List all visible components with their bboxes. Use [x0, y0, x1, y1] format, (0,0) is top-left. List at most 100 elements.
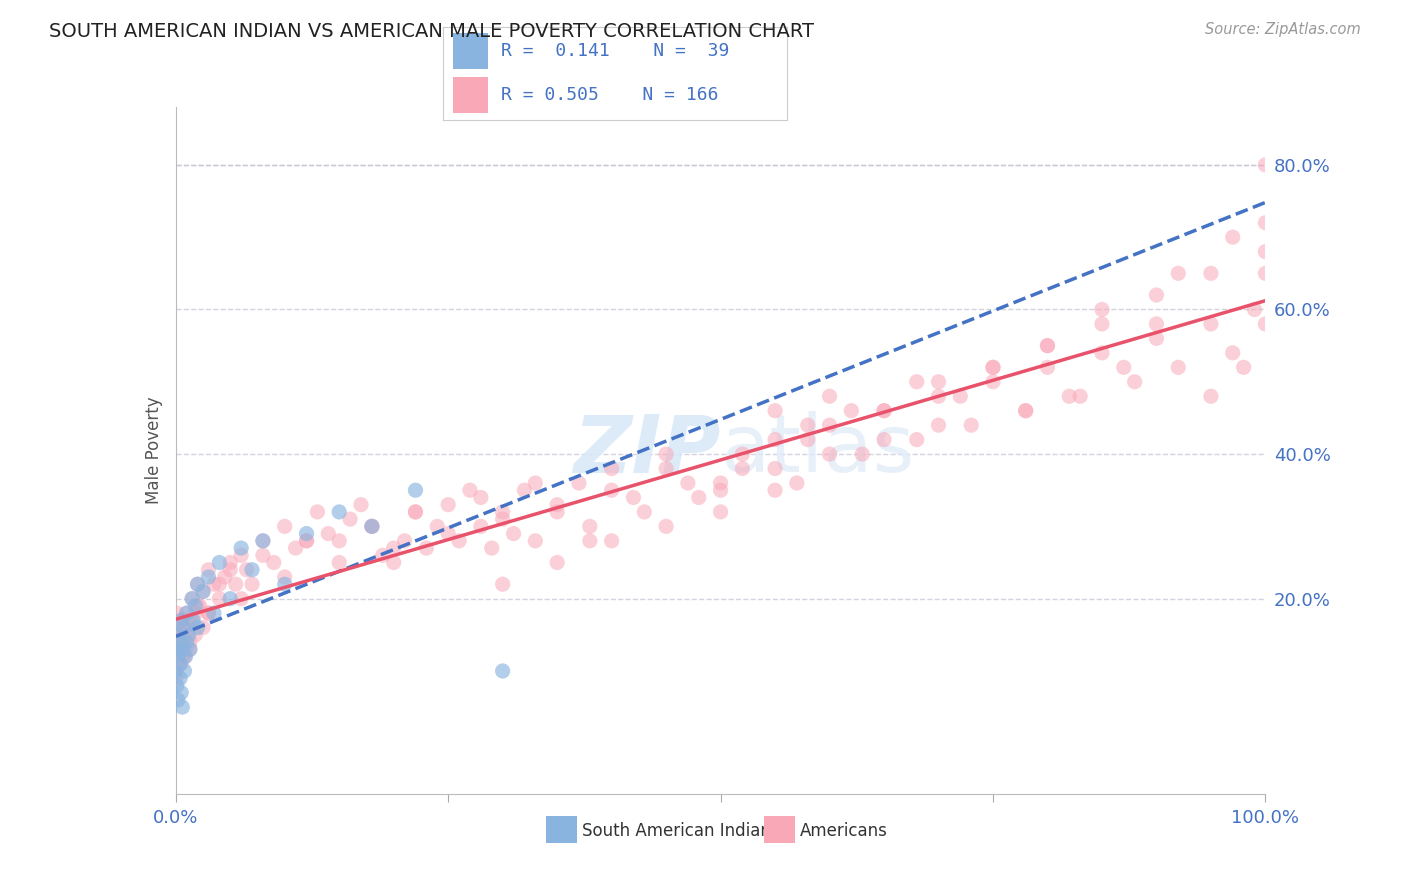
Point [600, 483, 623, 498]
Point [350, 498, 373, 512]
Point [339, 512, 361, 526]
Point [1069, 389, 1091, 403]
Text: South American Indians: South American Indians [582, 822, 780, 840]
Point [172, 642, 194, 657]
Point [481, 541, 503, 555]
Point [191, 584, 214, 599]
Point [731, 447, 754, 461]
Point [1144, 331, 1167, 345]
Point [263, 556, 285, 570]
Point [1254, 216, 1277, 230]
Bar [453, 78, 488, 113]
Point [252, 549, 274, 563]
Point [600, 461, 623, 475]
Point [1254, 244, 1277, 259]
Point [202, 606, 225, 620]
Point [818, 418, 841, 433]
Y-axis label: Male Poverty: Male Poverty [145, 397, 163, 504]
Point [949, 389, 972, 403]
Point [1167, 266, 1189, 280]
Point [274, 570, 297, 584]
Point [851, 447, 873, 461]
Point [1254, 317, 1277, 331]
Point [169, 671, 191, 685]
Point [568, 475, 591, 490]
Point [214, 570, 236, 584]
Point [1091, 317, 1114, 331]
Point [818, 389, 841, 403]
Point [191, 584, 214, 599]
Point [328, 556, 350, 570]
Point [167, 649, 190, 664]
Point [295, 533, 318, 548]
Point [173, 621, 195, 635]
Point [981, 360, 1004, 375]
Point [818, 447, 841, 461]
Point [179, 642, 201, 657]
Point [546, 556, 568, 570]
Point [177, 628, 200, 642]
Point [274, 577, 297, 591]
Point [360, 519, 382, 533]
Point [1167, 360, 1189, 375]
Point [960, 418, 983, 433]
Point [172, 649, 194, 664]
Point [1057, 389, 1080, 403]
Point [179, 635, 201, 649]
Point [176, 635, 198, 649]
Point [167, 649, 190, 664]
Point [186, 621, 209, 635]
Point [172, 635, 194, 649]
Point [197, 563, 219, 577]
Text: R = 0.505    N = 166: R = 0.505 N = 166 [502, 87, 718, 104]
Point [1199, 389, 1222, 403]
Point [181, 591, 204, 606]
Point [184, 628, 207, 642]
Point [905, 375, 928, 389]
Point [284, 541, 307, 555]
Point [458, 483, 481, 498]
Point [184, 606, 207, 620]
Point [981, 375, 1004, 389]
Point [167, 628, 190, 642]
Point [177, 613, 200, 627]
Point [184, 599, 207, 613]
Text: ZIP: ZIP [574, 411, 721, 490]
Point [176, 621, 198, 635]
Point [1091, 346, 1114, 360]
Point [1199, 266, 1222, 280]
Point [165, 664, 187, 678]
Point [426, 519, 449, 533]
Point [763, 433, 786, 447]
Point [546, 505, 568, 519]
Point [197, 570, 219, 584]
Point [492, 505, 515, 519]
Point [165, 621, 187, 635]
Point [166, 678, 188, 692]
Point [796, 433, 818, 447]
Point [502, 526, 524, 541]
Point [172, 700, 194, 714]
Point [621, 491, 644, 505]
Point [173, 664, 195, 678]
Point [1036, 360, 1059, 375]
Point [655, 447, 678, 461]
Point [181, 591, 204, 606]
Point [165, 671, 187, 685]
Point [186, 599, 209, 613]
Point [173, 649, 195, 664]
Point [172, 635, 194, 649]
Point [1091, 302, 1114, 317]
Point [786, 475, 808, 490]
Point [181, 613, 204, 627]
Point [167, 642, 190, 657]
Point [181, 613, 204, 627]
Point [240, 563, 263, 577]
Point [197, 606, 219, 620]
Point [191, 621, 214, 635]
Point [166, 606, 188, 620]
Point [928, 418, 950, 433]
Point [710, 475, 733, 490]
Text: atlas: atlas [721, 411, 915, 490]
Point [252, 533, 274, 548]
